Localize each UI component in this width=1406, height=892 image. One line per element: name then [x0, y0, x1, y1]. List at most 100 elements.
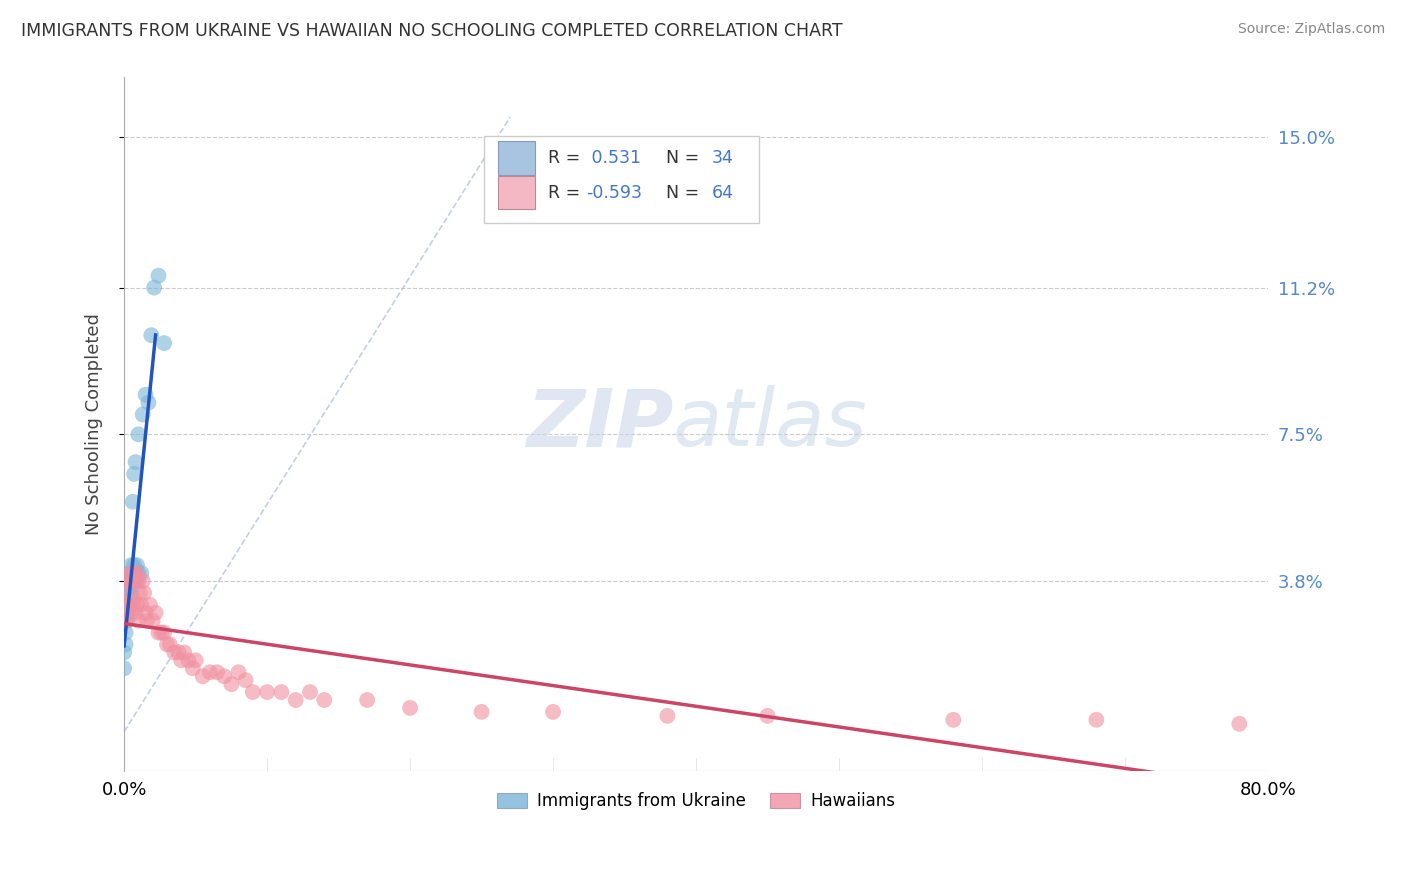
Point — [205, 665, 228, 680]
Point — [117, 574, 139, 588]
Point — [270, 685, 292, 699]
Point — [228, 665, 250, 680]
Point — [242, 685, 264, 699]
Point — [136, 614, 159, 628]
Point — [127, 614, 149, 628]
Bar — [498, 141, 534, 175]
Text: N =: N = — [655, 149, 704, 167]
Text: 0.531: 0.531 — [586, 149, 641, 167]
Point — [129, 566, 152, 581]
Point — [170, 653, 193, 667]
Text: Source: ZipAtlas.com: Source: ZipAtlas.com — [1237, 22, 1385, 37]
Point — [120, 574, 142, 588]
Point — [122, 574, 145, 588]
Point — [121, 566, 143, 581]
Point — [112, 645, 135, 659]
Point — [181, 661, 204, 675]
Point — [120, 586, 142, 600]
Point — [256, 685, 278, 699]
Point — [471, 705, 494, 719]
Point — [120, 574, 142, 588]
FancyBboxPatch shape — [485, 136, 759, 223]
Point — [399, 701, 422, 715]
Point — [112, 586, 135, 600]
Point — [117, 598, 139, 612]
Point — [135, 606, 157, 620]
Point — [117, 586, 139, 600]
Point — [159, 638, 181, 652]
Point — [657, 709, 679, 723]
Point — [122, 566, 145, 581]
Point — [124, 606, 146, 620]
Point — [124, 574, 146, 588]
Point — [145, 606, 167, 620]
Text: 34: 34 — [711, 149, 734, 167]
Point — [129, 598, 152, 612]
Point — [356, 693, 378, 707]
Point — [177, 653, 200, 667]
Text: 64: 64 — [711, 184, 734, 202]
Point — [112, 614, 135, 628]
Point — [284, 693, 307, 707]
Point — [139, 598, 162, 612]
Point — [118, 598, 141, 612]
Point — [117, 606, 139, 620]
Point — [128, 586, 150, 600]
Point — [122, 558, 145, 573]
Point — [127, 566, 149, 581]
Point — [153, 625, 176, 640]
Point — [1085, 713, 1108, 727]
Point — [115, 606, 138, 620]
Point — [112, 661, 135, 675]
Point — [125, 598, 148, 612]
Text: N =: N = — [666, 184, 704, 202]
Point — [141, 328, 163, 343]
Text: atlas: atlas — [673, 385, 868, 464]
Point — [125, 558, 148, 573]
Point — [212, 669, 235, 683]
Point — [298, 685, 321, 699]
Point — [125, 566, 148, 581]
Point — [191, 669, 214, 683]
Point — [118, 582, 141, 596]
Point — [121, 598, 143, 612]
Point — [115, 614, 138, 628]
Point — [114, 625, 136, 640]
Point — [124, 455, 146, 469]
Point — [150, 625, 173, 640]
Point — [541, 705, 564, 719]
Point — [1227, 716, 1250, 731]
Point — [121, 566, 143, 581]
Point — [125, 574, 148, 588]
Point — [235, 673, 257, 688]
Point — [156, 638, 179, 652]
Point — [163, 645, 186, 659]
Point — [132, 408, 155, 422]
Point — [118, 566, 141, 581]
Point — [124, 566, 146, 581]
Point — [221, 677, 243, 691]
Bar — [498, 176, 534, 210]
Point — [167, 645, 190, 659]
Point — [114, 638, 136, 652]
Point — [142, 614, 165, 628]
Point — [198, 665, 221, 680]
Point — [115, 614, 138, 628]
Point — [114, 598, 136, 612]
Point — [184, 653, 207, 667]
Y-axis label: No Schooling Completed: No Schooling Completed — [86, 313, 103, 535]
Point — [314, 693, 336, 707]
Point — [138, 395, 160, 409]
Point — [135, 387, 157, 401]
Point — [122, 467, 145, 481]
Point — [120, 558, 142, 573]
Text: R =: R = — [548, 149, 586, 167]
Point — [127, 427, 149, 442]
Text: -0.593: -0.593 — [586, 184, 643, 202]
Text: R =: R = — [548, 184, 586, 202]
Point — [115, 574, 138, 588]
Point — [148, 268, 170, 283]
Point — [143, 280, 166, 294]
Point — [120, 606, 142, 620]
Point — [127, 574, 149, 588]
